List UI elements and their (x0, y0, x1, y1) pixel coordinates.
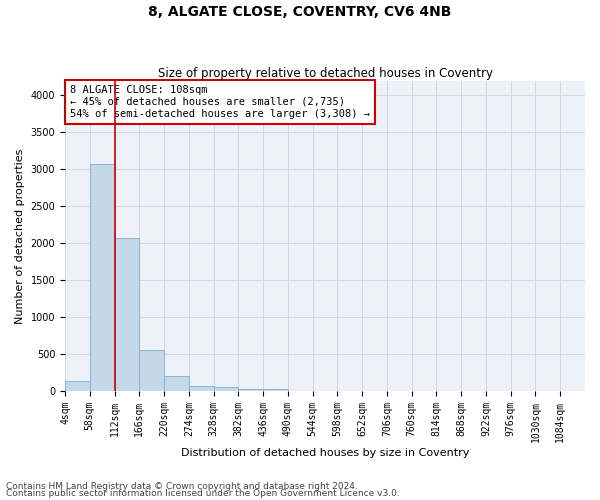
Bar (90, 164, 115, 391)
Bar (65, 382, 90, 391)
Text: 8, ALGATE CLOSE, COVENTRY, CV6 4NB: 8, ALGATE CLOSE, COVENTRY, CV6 4NB (148, 5, 452, 19)
Title: Size of property relative to detached houses in Coventry: Size of property relative to detached ho… (158, 66, 493, 80)
Bar (214, 388, 238, 391)
Bar (189, 386, 214, 391)
Text: Contains public sector information licensed under the Open Government Licence v3: Contains public sector information licen… (6, 490, 400, 498)
Text: Contains HM Land Registry data © Crown copyright and database right 2024.: Contains HM Land Registry data © Crown c… (6, 482, 358, 491)
Bar (139, 350, 164, 391)
Bar (164, 376, 189, 391)
X-axis label: Distribution of detached houses by size in Coventry: Distribution of detached houses by size … (181, 448, 469, 458)
Bar (115, 238, 139, 391)
Bar (238, 389, 263, 391)
Y-axis label: Number of detached properties: Number of detached properties (15, 148, 25, 324)
Text: 8 ALGATE CLOSE: 108sqm
← 45% of detached houses are smaller (2,735)
54% of semi-: 8 ALGATE CLOSE: 108sqm ← 45% of detached… (70, 86, 370, 118)
Bar (263, 389, 288, 391)
